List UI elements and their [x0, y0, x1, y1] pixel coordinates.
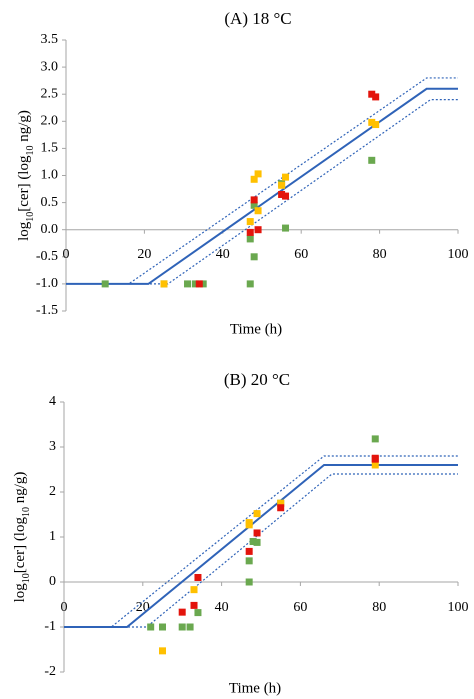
data-point: [199, 280, 207, 288]
data-point: [278, 181, 286, 189]
x-tick-label: 100: [448, 600, 469, 615]
y-tick-label: 4: [49, 394, 56, 409]
y-tick-label: 3.0: [41, 59, 59, 74]
data-point: [368, 90, 376, 98]
data-point: [245, 557, 253, 565]
data-point: [277, 499, 285, 507]
data-point: [160, 280, 168, 288]
y-tick-label: 1.0: [41, 168, 59, 183]
data-point: [245, 578, 253, 586]
data-point: [246, 280, 254, 288]
chart-panel-a: (A) 18 °C -1.5 -1.0 -0.5 0.0 0.5 1.0 1.5 2.0 2.5 3…: [16, 9, 468, 338]
data-point: [372, 121, 380, 129]
y-tick-label: 2.0: [41, 114, 59, 129]
y-axis-label: log10[cer] (log10 ng/g): [16, 110, 35, 241]
data-point: [250, 201, 258, 209]
data-point: [195, 280, 203, 288]
y-tick-label: 2: [49, 484, 56, 499]
data-point: [190, 601, 198, 609]
data-point: [186, 623, 194, 631]
y-tick-label: 3: [49, 439, 56, 454]
x-tick-label: 80: [372, 600, 386, 615]
data-point: [277, 504, 285, 512]
x-tick-label: 80: [373, 247, 387, 262]
data-point: [282, 173, 290, 181]
data-point: [371, 461, 379, 469]
data-point: [184, 280, 192, 288]
y-tick-label: -1.0: [36, 276, 58, 291]
y-tick-label: 0.0: [41, 222, 59, 237]
data-point: [368, 118, 376, 126]
chart-title: (A) 18 °C: [224, 9, 291, 28]
data-point: [194, 574, 202, 581]
x-tick-label: 0: [63, 247, 70, 262]
x-tick-label: 40: [215, 600, 229, 615]
bound-line: [66, 77, 458, 285]
y-axis-label: log10[cer] (log10 ng/g): [12, 472, 31, 603]
data-point: [368, 156, 376, 164]
data-point: [178, 608, 186, 616]
data-point: [282, 192, 290, 200]
model-line: [64, 464, 458, 628]
y-tick-label: -2: [44, 664, 56, 679]
y-tick-label: 0: [49, 574, 56, 589]
data-point: [249, 538, 257, 545]
y-tick-label: 1: [49, 529, 56, 544]
data-point: [101, 280, 109, 288]
y-tick-label: 3.5: [41, 32, 59, 47]
data-point: [250, 196, 258, 204]
y-tick-label: -0.5: [36, 249, 58, 264]
y-tick-label: -1: [44, 619, 56, 634]
x-tick-label: 60: [294, 247, 308, 262]
y-tick-label: 2.5: [41, 86, 59, 101]
data-point: [245, 547, 253, 555]
data-point: [246, 218, 254, 226]
x-tick-label: 60: [293, 600, 307, 615]
data-point: [246, 235, 254, 243]
data-point: [253, 510, 261, 518]
data-point: [372, 93, 380, 101]
data-point: [159, 623, 166, 631]
data-point: [246, 228, 254, 236]
data-point: [254, 170, 262, 178]
data-point: [250, 253, 258, 261]
data-point: [191, 280, 199, 288]
bound-line: [64, 473, 458, 628]
x-tick-label: 100: [448, 247, 469, 262]
y-tick-label: 1.5: [41, 141, 59, 156]
data-point: [254, 207, 262, 215]
data-point: [371, 454, 379, 462]
data-point: [282, 224, 290, 232]
bound-line: [64, 455, 458, 628]
data-point: [178, 623, 186, 631]
data-point: [250, 175, 258, 183]
x-axis-label: Time (h): [229, 680, 281, 696]
data-point: [245, 521, 253, 529]
x-tick-label: 40: [216, 247, 230, 262]
x-axis-label: Time (h): [230, 321, 282, 337]
y-tick-label: -1.5: [36, 303, 58, 318]
data-point: [159, 647, 166, 655]
data-point: [278, 190, 286, 198]
data-point: [254, 226, 262, 234]
chart-title: (B) 20 °C: [224, 370, 290, 389]
bound-line: [66, 99, 458, 285]
model-line: [66, 87, 458, 285]
data-point: [371, 435, 379, 443]
x-tick-label: 0: [61, 600, 68, 615]
data-point: [147, 623, 155, 631]
y-tick-label: 0.5: [41, 195, 59, 210]
x-tick-label: 20: [137, 247, 151, 262]
data-point: [253, 538, 261, 546]
data-point: [190, 586, 198, 594]
data-point: [253, 529, 261, 537]
data-point: [194, 609, 202, 617]
